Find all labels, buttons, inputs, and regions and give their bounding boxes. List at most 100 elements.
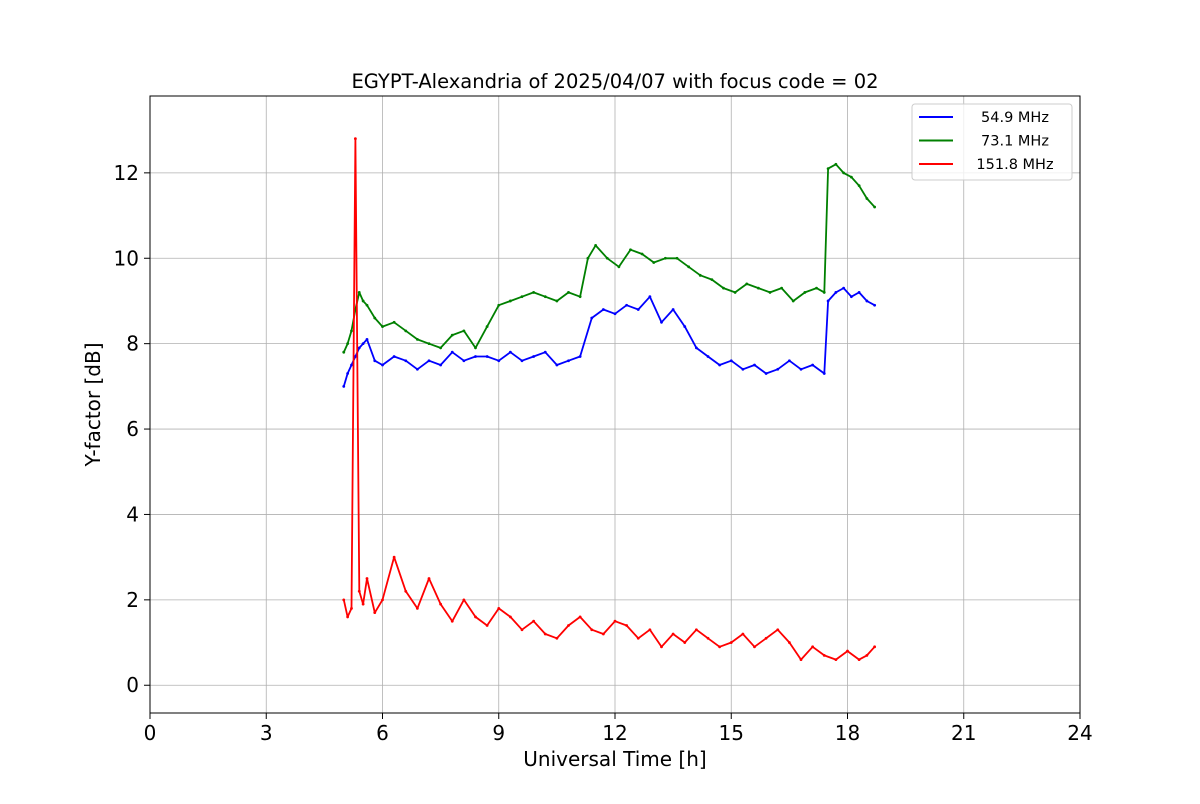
series-1-point — [520, 295, 524, 299]
y-tick-label: 4 — [126, 502, 139, 526]
series-2-point — [764, 636, 768, 640]
series-1-point — [849, 175, 853, 179]
series-0-point — [799, 367, 803, 371]
series-1-point — [768, 291, 772, 294]
series-1-point — [629, 248, 632, 252]
x-tick-label: 9 — [492, 721, 505, 745]
series-1-point — [392, 320, 396, 324]
x-axis-label: Universal Time [h] — [523, 747, 706, 771]
y-tick-label: 2 — [126, 588, 139, 612]
series-2-point — [660, 645, 663, 649]
series-0-point — [694, 346, 698, 350]
series-0-point — [342, 384, 346, 388]
series-0-point — [485, 355, 489, 358]
series-0-point — [648, 295, 652, 299]
series-1-point — [357, 291, 361, 294]
series-2-point — [787, 641, 791, 644]
series-1-point — [462, 329, 466, 333]
series-0-point — [857, 291, 861, 294]
y-axis-label: Y-factor [dB] — [81, 342, 105, 467]
series-0-point — [508, 350, 512, 354]
series-0-point — [373, 359, 377, 363]
series-0-point — [532, 355, 536, 358]
series-1-point — [594, 244, 598, 247]
series-1-point — [842, 171, 846, 175]
series-1-point — [404, 329, 408, 333]
series-1-point — [698, 273, 702, 277]
series-2-point — [474, 615, 477, 619]
series-2-point — [520, 628, 524, 632]
series-1-point — [567, 291, 570, 294]
series-2-point — [357, 589, 361, 593]
series-1-point — [873, 205, 877, 209]
series-0-point — [636, 308, 640, 311]
series-0-point — [346, 372, 350, 375]
series-line-2 — [342, 137, 876, 661]
series-1-point — [640, 252, 644, 256]
series-2-point — [753, 645, 756, 649]
series-0-point — [822, 372, 826, 375]
series-0-point — [671, 308, 675, 311]
series-0-point — [427, 359, 431, 363]
series-0-point — [357, 346, 361, 350]
series-0-point — [660, 320, 663, 324]
series-1-point — [543, 295, 547, 299]
series-0-point — [753, 363, 756, 367]
series-2-point — [450, 619, 454, 623]
series-1-point — [350, 329, 353, 333]
x-tick-label: 15 — [719, 721, 744, 745]
y-tick-label: 10 — [114, 246, 139, 270]
series-1-point — [381, 325, 384, 328]
series-2-point — [648, 628, 652, 632]
series-0-point — [497, 359, 501, 363]
series-0-point — [543, 350, 547, 354]
series-0-point — [834, 291, 838, 294]
series-1-point — [617, 265, 621, 269]
series-0-point — [439, 363, 443, 367]
series-1-point — [663, 256, 667, 260]
series-0-point — [578, 355, 582, 358]
series-1-point — [497, 303, 501, 307]
series-1-point — [586, 256, 590, 260]
legend-label: 151.8 MHz — [976, 157, 1053, 173]
series-0-point — [873, 303, 877, 307]
series-1-point — [427, 342, 431, 346]
series-2-point — [613, 619, 617, 623]
series-1-point — [722, 286, 725, 290]
series-2-point — [373, 611, 377, 615]
series-1-point — [822, 291, 826, 294]
series-1-point — [756, 286, 760, 290]
y-tick-label: 12 — [114, 161, 139, 185]
series-1-point — [815, 286, 818, 290]
series-1-point — [365, 303, 369, 307]
series-0-point — [776, 367, 780, 371]
series-layer — [342, 137, 877, 662]
series-2-point — [601, 632, 605, 636]
series-2-point — [439, 602, 443, 606]
series-1-point — [826, 167, 830, 170]
series-0-point — [787, 359, 791, 363]
legend: 54.9 MHz 73.1 MHz 151.8 MHz — [911, 103, 1073, 181]
series-2-point — [350, 606, 353, 610]
x-tick-label: 24 — [1067, 721, 1092, 745]
series-1-point — [605, 256, 609, 260]
x-tick-label: 12 — [602, 721, 627, 745]
series-0-point — [741, 367, 745, 371]
series-2-point — [671, 632, 675, 636]
series-1-point — [439, 346, 443, 350]
series-1-point — [710, 278, 714, 282]
series-0-point — [729, 359, 733, 363]
series-2-point — [834, 658, 838, 662]
y-tick-label: 8 — [126, 332, 139, 356]
series-0-point — [625, 303, 629, 307]
series-1-point — [780, 286, 784, 290]
series-0-point — [350, 363, 353, 367]
series-2-point — [381, 598, 384, 602]
series-0-point — [361, 342, 365, 346]
series-1-point — [803, 291, 807, 294]
series-1-point — [415, 337, 419, 341]
series-1-point — [346, 342, 350, 346]
series-1-point — [578, 295, 582, 299]
series-1-point — [361, 299, 365, 303]
